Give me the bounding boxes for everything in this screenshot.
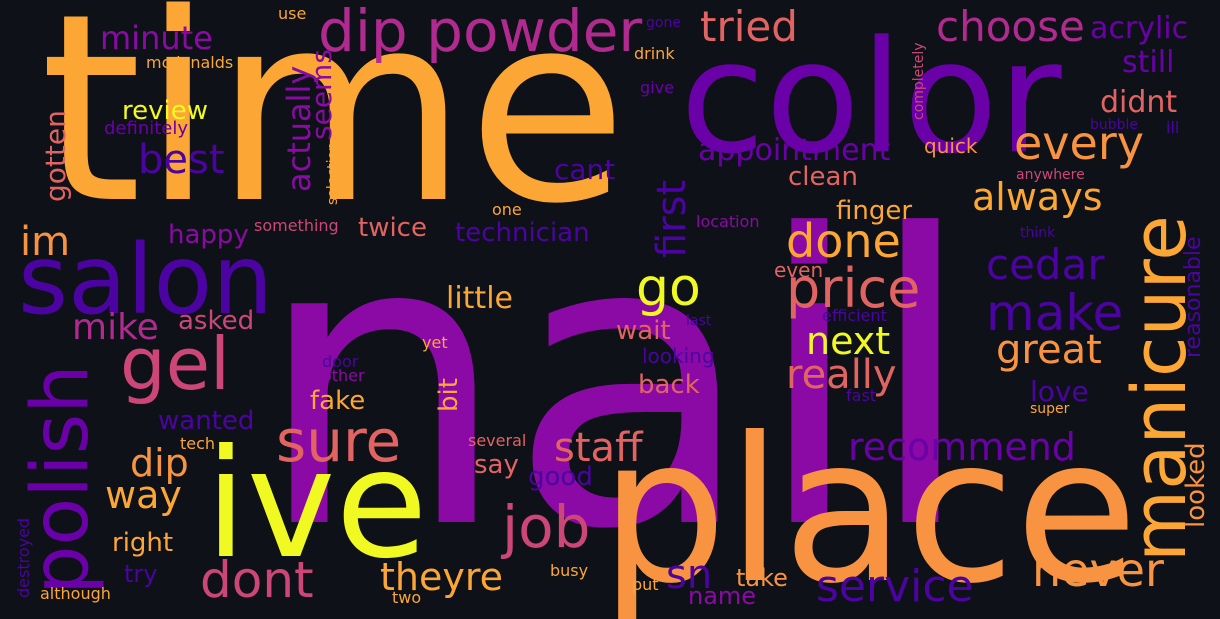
word-seems: seems — [305, 49, 338, 140]
word-tech: tech — [180, 434, 216, 453]
word-appointment: appointment — [698, 133, 891, 168]
word-really: really — [786, 352, 897, 398]
word-done: done — [786, 214, 901, 268]
word-mcdonalds: mcdonalds — [146, 53, 234, 72]
word-asked: asked — [178, 306, 255, 336]
word-recommend: recommend — [848, 425, 1076, 469]
word-yet: yet — [422, 333, 448, 352]
word-way: way — [105, 473, 182, 517]
word-choose: choose — [936, 2, 1085, 51]
word-selection: selection — [325, 142, 341, 205]
word-take: take — [736, 564, 788, 592]
word-another: another — [302, 366, 365, 385]
word-back: back — [638, 370, 700, 400]
word-wait: wait — [616, 316, 671, 346]
word-ill: ill — [1166, 118, 1180, 137]
word-definitely: definitely — [104, 118, 189, 139]
word-one: one — [492, 200, 522, 219]
word-color: color — [680, 7, 1062, 188]
word-little: little — [446, 281, 513, 316]
word-didnt: didnt — [1100, 85, 1178, 120]
word-anywhere: anywhere — [1016, 167, 1085, 183]
word-finger: finger — [836, 196, 913, 226]
word-job: job — [502, 493, 591, 561]
word-acrylic: acrylic — [1090, 11, 1189, 46]
word-theyre: theyre — [380, 555, 504, 599]
word-great: great — [996, 327, 1102, 373]
word-staff: staff — [554, 425, 643, 471]
word-price: price — [786, 257, 921, 320]
word-still: still — [1122, 45, 1175, 80]
word-every: every — [1014, 116, 1144, 170]
word-door: door — [322, 352, 359, 371]
word-name: name — [688, 582, 757, 610]
word-twice: twice — [358, 213, 427, 243]
word-gotten: gotten — [39, 110, 72, 202]
word-go: go — [636, 258, 701, 318]
word-always: always — [972, 175, 1103, 219]
word-love: love — [1030, 375, 1089, 408]
word-efficient: efficient — [822, 306, 887, 325]
word-try: try — [124, 560, 158, 588]
word-wanted: wanted — [158, 406, 255, 436]
word-dip-powder: dip powder — [318, 0, 643, 65]
word-use: use — [278, 4, 307, 23]
word-think: think — [1020, 225, 1056, 241]
word-sure: sure — [276, 407, 402, 475]
word-several: several — [468, 431, 527, 450]
word-salon: salon — [18, 224, 274, 336]
word-put: put — [632, 575, 659, 594]
word-busy: busy — [550, 561, 589, 580]
word-next: next — [806, 319, 891, 363]
word-cedar: cedar — [986, 240, 1105, 289]
word-good: good — [528, 462, 593, 492]
word-bubble: bubble — [1090, 117, 1139, 133]
word-location: location — [696, 212, 760, 231]
word-even: even — [774, 258, 824, 282]
word-make: make — [986, 284, 1124, 342]
word-time: time — [40, 0, 628, 261]
word-something: something — [254, 216, 339, 235]
word-best: best — [138, 137, 225, 183]
word-mike: mike — [72, 307, 159, 348]
word-right: right — [112, 528, 174, 558]
word-clean: clean — [788, 162, 858, 192]
word-nail: nail — [255, 152, 976, 617]
word-quick: quick — [924, 134, 978, 158]
word-say: say — [474, 450, 519, 480]
word-fake: fake — [310, 386, 366, 416]
word-although: although — [40, 584, 111, 603]
word-service: service — [816, 561, 974, 612]
word-looking: looking — [642, 344, 715, 368]
word-im: im — [20, 219, 71, 265]
word-dip: dip — [130, 441, 189, 485]
word-give: give — [640, 78, 674, 97]
word-reasonable: reasonable — [1181, 236, 1206, 358]
word-technician: technician — [455, 218, 590, 248]
word-sn: sn — [666, 552, 713, 598]
word-bit: bit — [434, 378, 464, 412]
word-cant: cant — [554, 153, 616, 186]
word-super: super — [1030, 401, 1070, 417]
word-first: first — [649, 179, 695, 258]
word-last: last — [686, 313, 712, 329]
word-happy: happy — [168, 220, 249, 250]
word-ive: ive — [205, 418, 428, 592]
word-minute: minute — [100, 19, 213, 57]
word-looked: looked — [1181, 442, 1211, 528]
word-drink: drink — [634, 44, 675, 63]
word-completely: completely — [911, 42, 927, 120]
word-destroyed: destroyed — [14, 517, 33, 598]
word-dont: dont — [200, 551, 314, 609]
word-polish: polish — [16, 364, 106, 595]
word-two: two — [392, 588, 422, 607]
word-tried: tried — [700, 2, 798, 51]
word-gone: gone — [646, 15, 681, 31]
word-fast: fast — [846, 386, 877, 405]
word-gel: gel — [120, 322, 231, 406]
word-never: never — [1032, 543, 1164, 597]
word-review: review — [122, 96, 208, 126]
word-place: place — [600, 395, 1139, 619]
